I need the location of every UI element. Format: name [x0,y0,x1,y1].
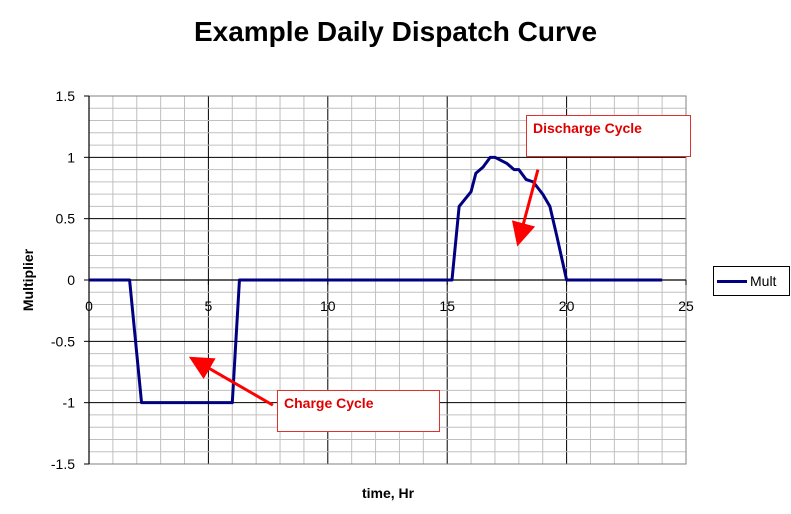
discharge-cycle-arrow [511,169,540,247]
y-tick-label: -1.5 [51,456,75,472]
x-tick-label: 10 [320,298,336,314]
x-axis-title: time, Hr [362,485,415,501]
y-tick-label: 1 [67,149,75,165]
y-tick-label: -0.5 [51,333,75,349]
series [89,155,663,405]
x-tick-label: 25 [678,298,694,314]
y-tick-label: -1 [63,395,76,411]
y-tick-label: 0 [67,272,75,288]
tick-labels: 0 5 10 15 20 25 1.5 1 0.5 0 -0.5 -1 -1.5 [51,88,694,472]
discharge-cycle-annotation: Discharge Cycle [526,115,691,157]
legend-line-swatch [717,279,747,283]
series-line-mult [89,155,663,405]
x-tick-label: 0 [85,298,93,314]
annotation-arrows [188,169,540,407]
legend-label: Mult [750,273,777,289]
x-tick-label: 5 [205,298,213,314]
y-tick-label: 1.5 [56,88,76,104]
legend: Mult [713,266,790,296]
y-tick-label: 0.5 [56,211,76,227]
charge-cycle-annotation: Charge Cycle [277,390,440,432]
chart-title: Example Daily Dispatch Curve [193,16,598,47]
charge-cycle-arrow [188,356,274,407]
y-axis-title: Multiplier [20,248,36,311]
x-tick-label: 15 [439,298,455,314]
x-tick-label: 20 [559,298,575,314]
